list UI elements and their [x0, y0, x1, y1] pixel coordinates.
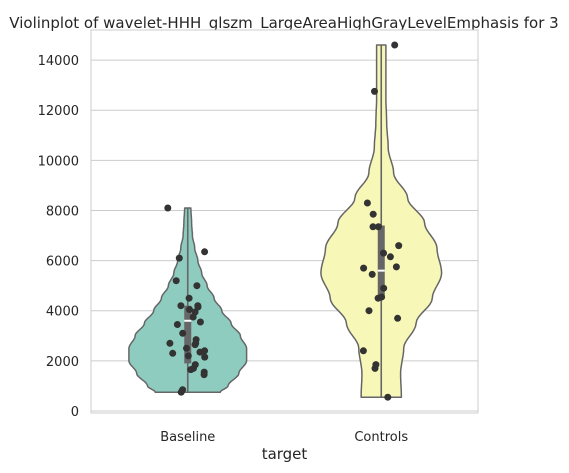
- data-point: [172, 277, 180, 285]
- data-point: [166, 339, 174, 347]
- data-point: [360, 264, 368, 272]
- data-point: [175, 254, 183, 262]
- data-point: [365, 307, 373, 315]
- data-point: [196, 348, 204, 356]
- data-point: [363, 199, 371, 207]
- data-point: [186, 306, 193, 313]
- x-tick-label-controls: Controls: [354, 430, 408, 445]
- data-point: [371, 364, 379, 372]
- data-point: [384, 393, 392, 401]
- data-point: [201, 353, 209, 361]
- data-point: [395, 242, 403, 250]
- data-point: [184, 352, 192, 360]
- data-point: [177, 388, 185, 396]
- y-tick-label: 14000: [38, 54, 79, 69]
- y-tick-label: 8000: [46, 204, 79, 219]
- data-point: [374, 223, 382, 231]
- data-point: [368, 270, 376, 278]
- data-point: [380, 284, 388, 292]
- data-point: [187, 366, 195, 374]
- data-point: [386, 253, 394, 261]
- data-point: [394, 314, 402, 322]
- y-tick-label: 0: [71, 405, 79, 420]
- y-tick-label: 10000: [38, 154, 79, 169]
- x-axis-label: target: [262, 445, 308, 463]
- data-point: [185, 294, 193, 302]
- data-point: [200, 371, 208, 379]
- data-point: [193, 282, 201, 290]
- data-point: [392, 263, 400, 271]
- data-point: [183, 344, 190, 352]
- data-point: [201, 248, 209, 256]
- data-point: [191, 341, 199, 349]
- data-point: [164, 204, 172, 212]
- data-point: [391, 41, 399, 49]
- data-point: [371, 87, 378, 95]
- data-points: [164, 41, 403, 401]
- data-point: [359, 347, 367, 355]
- data-point: [173, 321, 181, 328]
- y-tick-labels: 0 2000 4000 6000 8000 10000 12000 14000: [38, 54, 79, 420]
- data-point: [380, 249, 387, 257]
- data-point: [189, 313, 197, 321]
- x-tick-label-baseline: Baseline: [160, 430, 215, 445]
- data-point: [169, 349, 177, 357]
- data-point: [177, 302, 185, 310]
- y-tick-label: 12000: [38, 104, 79, 119]
- data-point: [369, 210, 377, 218]
- data-point: [374, 294, 382, 302]
- box-summaries: [184, 45, 385, 398]
- y-tick-label: 6000: [46, 255, 79, 270]
- data-point: [369, 223, 377, 231]
- data-point: [196, 318, 204, 326]
- chart-title: Violinplot of wavelet-HHH_glszm_LargeAre…: [9, 14, 558, 33]
- iqr-box-controls: [377, 225, 385, 299]
- y-tick-label: 4000: [46, 305, 79, 320]
- data-point: [179, 329, 187, 337]
- y-tick-label: 2000: [46, 355, 79, 370]
- iqr-box-baseline: [184, 305, 192, 364]
- x-tick-labels: Baseline Controls: [160, 430, 408, 445]
